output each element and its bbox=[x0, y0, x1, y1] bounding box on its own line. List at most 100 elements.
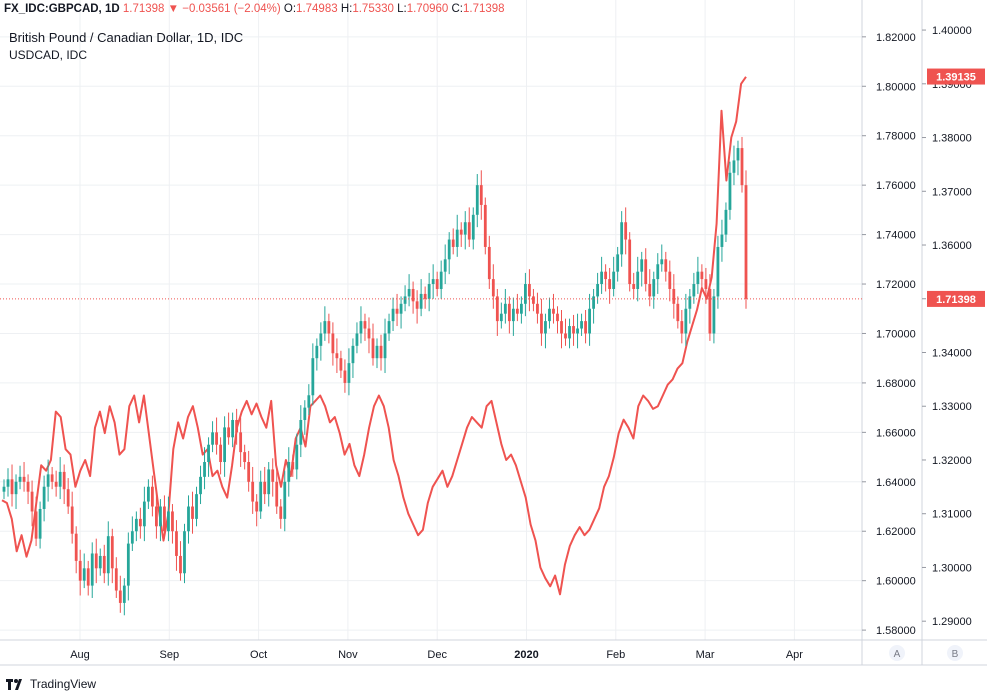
gbpcad-candle bbox=[628, 232, 632, 292]
candle-body bbox=[387, 321, 391, 334]
gbpcad-candle bbox=[624, 207, 628, 255]
gbpcad-candle bbox=[443, 244, 447, 285]
candle-body bbox=[343, 370, 347, 383]
candle-body bbox=[98, 555, 102, 569]
candle-body bbox=[640, 259, 644, 272]
gbpcad-candle bbox=[259, 470, 263, 519]
gbpcad-candle bbox=[179, 541, 182, 581]
low-value: 1.70960 bbox=[406, 3, 449, 15]
candle-body bbox=[676, 303, 680, 322]
candle-body bbox=[532, 296, 535, 304]
candle-body bbox=[503, 303, 507, 314]
candle-body bbox=[263, 481, 267, 495]
candle-body bbox=[171, 511, 174, 532]
candle-body bbox=[50, 474, 54, 482]
candle-body bbox=[299, 419, 303, 445]
scale-button-bg bbox=[889, 645, 905, 661]
candle-body bbox=[524, 284, 527, 304]
candle-body bbox=[403, 296, 407, 304]
candle-body bbox=[467, 222, 471, 240]
gbpcad-candle bbox=[251, 466, 255, 514]
candle-body bbox=[126, 543, 130, 586]
candle-body bbox=[544, 321, 547, 334]
gbpcad-candle bbox=[503, 288, 507, 324]
gbpcad-candle bbox=[459, 222, 463, 247]
price-change: −0.03561 (−2.04%) bbox=[182, 3, 281, 15]
candle-body bbox=[628, 239, 632, 285]
gbpcad-candle bbox=[423, 286, 427, 309]
gbpcad-candle bbox=[439, 260, 443, 299]
gbpcad-candle bbox=[632, 272, 636, 299]
candle-body bbox=[399, 303, 403, 314]
candle-body bbox=[475, 185, 479, 215]
candle-body bbox=[239, 432, 243, 453]
gbpcad-candle bbox=[552, 293, 555, 324]
gbpcad-candle bbox=[42, 475, 46, 522]
candle-body bbox=[439, 271, 443, 289]
time-label: Feb bbox=[606, 649, 625, 661]
gbpcad-candle bbox=[195, 486, 198, 527]
gbpcad-candle bbox=[6, 468, 10, 497]
overlay-series-legend[interactable]: USDCAD, IDC bbox=[9, 48, 88, 62]
candle-body bbox=[660, 259, 664, 265]
gbpcad-tick-label: 1.58000 bbox=[876, 625, 916, 637]
candle-body bbox=[700, 271, 704, 280]
time-label: Mar bbox=[696, 649, 715, 661]
gbpcad-candle bbox=[688, 288, 692, 324]
gbpcad-tick-label: 1.60000 bbox=[876, 576, 916, 588]
open-label: O: bbox=[283, 3, 297, 15]
main-series-legend[interactable]: British Pound / Canadian Dollar, 1D, IDC bbox=[9, 30, 244, 45]
time-label: Aug bbox=[70, 649, 90, 661]
gbpcad-candle bbox=[379, 334, 383, 371]
candle-body bbox=[736, 148, 740, 161]
candle-body bbox=[576, 328, 579, 334]
time-label: Apr bbox=[786, 649, 803, 661]
gbpcad-candle bbox=[142, 486, 146, 542]
candle-body bbox=[552, 308, 555, 314]
candle-body bbox=[207, 444, 210, 463]
usdcad-tick-label: 1.37000 bbox=[932, 186, 972, 198]
candle-body bbox=[560, 321, 563, 334]
candle-body bbox=[259, 481, 263, 512]
candle-body bbox=[435, 279, 439, 289]
candle-body bbox=[479, 185, 483, 205]
candle-body bbox=[319, 333, 323, 346]
gbpcad-candle bbox=[483, 197, 487, 255]
gbpcad-candle bbox=[724, 202, 728, 243]
gbpcad-candle bbox=[548, 297, 551, 329]
gbpcad-candle bbox=[315, 338, 319, 371]
candle-body bbox=[656, 264, 660, 280]
candle-body bbox=[167, 511, 170, 532]
gbpcad-candle bbox=[568, 318, 571, 349]
gbpcad-candle bbox=[580, 313, 583, 336]
candle-body bbox=[159, 506, 162, 527]
candle-body bbox=[443, 259, 447, 272]
gbpcad-candles bbox=[2, 136, 748, 616]
usdcad-tick-label: 1.33000 bbox=[932, 401, 972, 413]
gbpcad-candle bbox=[544, 313, 547, 349]
time-label: 2020 bbox=[514, 649, 538, 661]
tradingview-branding[interactable]: TradingView bbox=[6, 677, 96, 691]
usdcad-tick-label: 1.38000 bbox=[932, 133, 972, 145]
candle-body bbox=[327, 321, 331, 334]
scale-mode-button-b[interactable]: B bbox=[947, 645, 963, 661]
gbpcad-candle bbox=[431, 264, 435, 299]
gbpcad-candle bbox=[604, 264, 608, 292]
symbol-name[interactable]: FX_IDC:GBPCAD, 1D bbox=[4, 3, 120, 15]
gbpcad-candle bbox=[146, 479, 150, 509]
time-axis: Aug Sep Oct Nov Dec 2020 Feb Mar Apr A B bbox=[70, 645, 963, 661]
gbpcad-candle bbox=[435, 271, 439, 297]
gbpcad-candle bbox=[676, 296, 680, 329]
scale-mode-button-a[interactable]: A bbox=[889, 645, 905, 661]
candle-body bbox=[419, 293, 423, 309]
gbpcad-candle bbox=[255, 494, 259, 527]
usdcad-line bbox=[1, 76, 747, 596]
candle-body bbox=[604, 271, 608, 280]
gbpcad-candle bbox=[283, 470, 287, 532]
gbpcad-candle bbox=[479, 170, 483, 220]
candle-body bbox=[620, 222, 624, 255]
candle-body bbox=[636, 271, 640, 289]
gbpcad-candle bbox=[203, 447, 206, 490]
gbpcad-candle bbox=[395, 293, 399, 327]
